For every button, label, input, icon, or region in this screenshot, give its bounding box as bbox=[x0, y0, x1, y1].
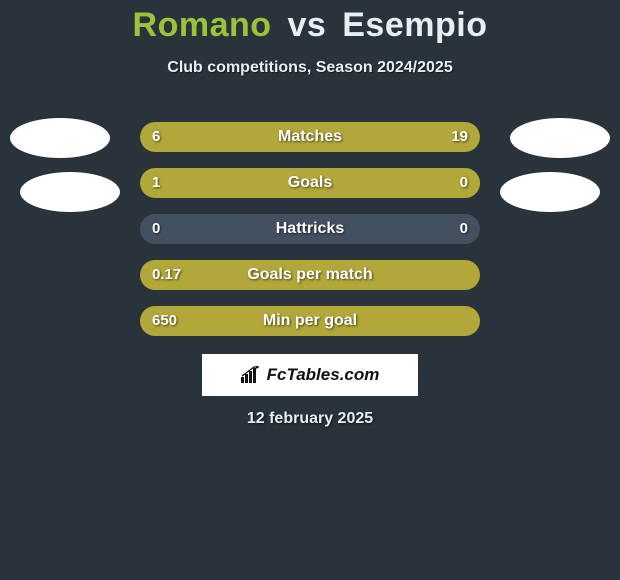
vs-label: vs bbox=[287, 6, 326, 44]
subtitle-text: Club competitions, Season 2024/2025 bbox=[0, 59, 620, 77]
stat-value-right: 0 bbox=[460, 214, 468, 244]
stat-row: 0.17Goals per match bbox=[140, 260, 480, 290]
stat-value-left: 6 bbox=[152, 122, 160, 152]
snapshot-date: 12 february 2025 bbox=[0, 410, 620, 428]
stat-value-left: 650 bbox=[152, 306, 177, 336]
stat-value-right: 0 bbox=[460, 168, 468, 198]
bars-chart-icon bbox=[241, 366, 263, 384]
stat-label: Goals bbox=[140, 168, 480, 198]
stat-row: 6 19Matches bbox=[140, 122, 480, 152]
player2-name: Esempio bbox=[342, 6, 487, 44]
stat-label: Goals per match bbox=[140, 260, 480, 290]
stat-value-left: 0 bbox=[152, 214, 160, 244]
player2-avatar-placeholder-1 bbox=[510, 118, 610, 158]
stat-value-left: 1 bbox=[152, 168, 160, 198]
stat-bars-container: 619Matches10Goals00Hattricks0.17Goals pe… bbox=[140, 122, 480, 352]
stat-label: Min per goal bbox=[140, 306, 480, 336]
fctables-logo: FcTables.com bbox=[202, 354, 418, 396]
player1-name: Romano bbox=[133, 6, 272, 44]
stat-label: Matches bbox=[140, 122, 480, 152]
player1-avatar-placeholder-1 bbox=[10, 118, 110, 158]
stat-row: 1 0Goals bbox=[140, 168, 480, 198]
stat-value-left: 0.17 bbox=[152, 260, 181, 290]
stat-value-right: 19 bbox=[451, 122, 468, 152]
player2-avatar-placeholder-2 bbox=[500, 172, 600, 212]
comparison-title: Romano vs Esempio bbox=[0, 0, 620, 45]
stat-label: Hattricks bbox=[140, 214, 480, 244]
player1-avatar-placeholder-2 bbox=[20, 172, 120, 212]
stat-row: 650Min per goal bbox=[140, 306, 480, 336]
logo-text: FcTables.com bbox=[267, 365, 380, 385]
stat-row: 0 0Hattricks bbox=[140, 214, 480, 244]
